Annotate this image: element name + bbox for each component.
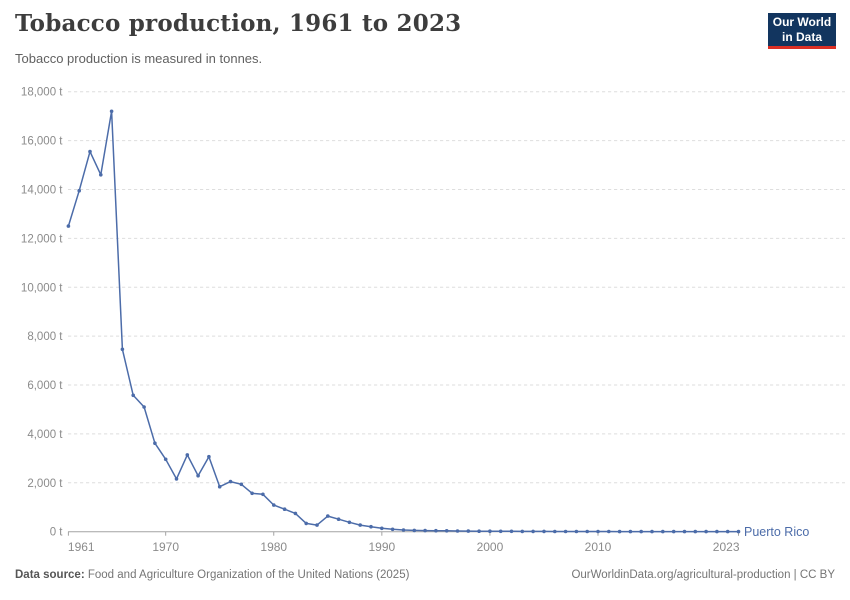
data-points[interactable] [66, 109, 741, 534]
data-point[interactable] [153, 441, 157, 446]
data-point[interactable] [671, 529, 676, 534]
chart-title: Tobacco production, 1961 to 2023 [15, 10, 462, 37]
data-point[interactable] [693, 529, 698, 534]
y-tick-label: 16,000 t [21, 136, 63, 148]
data-point[interactable] [423, 528, 427, 533]
credit-line: OurWorldinData.org/agricultural-producti… [571, 569, 835, 581]
data-point[interactable] [444, 529, 449, 533]
data-point[interactable] [196, 473, 200, 478]
data-point[interactable] [99, 173, 103, 177]
data-point[interactable] [207, 454, 211, 459]
y-tick-label: 8,000 t [27, 331, 63, 343]
chart-subtitle: Tobacco production is measured in tonnes… [15, 51, 263, 66]
data-source: Data source: Food and Agriculture Organi… [15, 569, 409, 581]
owid-logo: Our World in Data [768, 13, 836, 49]
x-tick-label: 1990 [368, 540, 395, 554]
data-point[interactable] [390, 527, 395, 532]
y-tick-label: 14,000 t [21, 184, 63, 196]
entity-label-text[interactable]: Puerto Rico [744, 525, 809, 539]
data-point[interactable] [661, 529, 665, 534]
data-point[interactable] [477, 529, 481, 533]
data-point[interactable] [488, 529, 492, 533]
data-point[interactable] [596, 529, 600, 534]
y-tick-label: 2,000 t [27, 478, 63, 490]
y-tick-label: 12,000 t [21, 233, 63, 245]
data-point[interactable] [585, 529, 589, 534]
data-point[interactable] [466, 529, 471, 533]
data-point[interactable] [553, 529, 557, 534]
data-point[interactable] [131, 393, 135, 398]
data-point[interactable] [109, 109, 114, 114]
data-point[interactable] [725, 529, 730, 534]
data-point[interactable] [88, 149, 92, 154]
data-point[interactable] [715, 529, 719, 534]
data-point[interactable] [142, 405, 146, 409]
x-tick-label: 1961 [68, 540, 95, 554]
data-point[interactable] [239, 482, 244, 487]
data-point[interactable] [682, 529, 687, 534]
data-point[interactable] [607, 529, 611, 534]
y-gridlines [68, 91, 845, 484]
data-point[interactable] [77, 188, 81, 193]
y-tick-label: 6,000 t [27, 380, 63, 392]
x-axis-labels: 1961 1970 1980 1990 2000 2010 2023 [68, 540, 740, 554]
x-tick-label: 1970 [152, 540, 179, 554]
data-point[interactable] [66, 224, 71, 228]
data-point[interactable] [174, 477, 179, 481]
data-point[interactable] [272, 503, 276, 507]
data-point[interactable] [185, 453, 190, 457]
owid-logo-line2: in Data [781, 29, 822, 44]
data-point[interactable] [704, 529, 708, 534]
data-point[interactable] [369, 524, 373, 529]
x-tick-label: 2010 [585, 540, 612, 554]
data-point[interactable] [163, 457, 168, 462]
data-point[interactable] [336, 517, 341, 521]
data-point[interactable] [228, 479, 233, 484]
data-point[interactable] [293, 511, 298, 516]
data-point[interactable] [509, 529, 514, 534]
data-point[interactable] [563, 529, 568, 534]
data-point[interactable] [736, 529, 741, 534]
data-point[interactable] [412, 528, 417, 533]
y-tick-label: 18,000 t [21, 87, 63, 99]
data-point[interactable] [455, 529, 460, 533]
x-tick-label: 1980 [260, 540, 287, 554]
data-point[interactable] [628, 529, 633, 534]
data-point[interactable] [401, 528, 406, 532]
data-point[interactable] [261, 492, 265, 497]
data-point[interactable] [639, 529, 643, 534]
data-point[interactable] [380, 526, 384, 531]
data-point[interactable] [120, 347, 125, 352]
data-point[interactable] [617, 529, 622, 534]
data-point[interactable] [574, 529, 579, 534]
y-tick-label: 4,000 t [27, 429, 63, 441]
y-axis-labels: 0 t 2,000 t 4,000 t 6,000 t 8,000 t 10,000 t 1… [21, 87, 63, 539]
data-point[interactable] [282, 507, 287, 512]
data-point[interactable] [498, 529, 503, 534]
data-point[interactable] [326, 514, 330, 518]
entity-label[interactable]: Puerto Rico [744, 525, 809, 539]
data-point[interactable] [250, 491, 254, 496]
data-source-text: Food and Agriculture Organization of the… [84, 569, 410, 581]
data-point[interactable] [520, 529, 525, 534]
data-point[interactable] [304, 521, 309, 526]
owid-logo-line1: Our World [772, 14, 832, 29]
y-tick-label: 10,000 t [21, 282, 63, 294]
data-point[interactable] [531, 529, 535, 534]
chart-footer: Data source: Food and Agriculture Organi… [15, 569, 835, 581]
y-tick-label: 0 t [50, 527, 64, 539]
data-point[interactable] [542, 529, 546, 534]
x-tick-label: 2023 [713, 540, 740, 554]
data-point[interactable] [217, 484, 222, 489]
data-point[interactable] [434, 528, 438, 533]
data-line[interactable] [67, 110, 739, 533]
data-point[interactable] [315, 523, 319, 527]
data-point[interactable] [347, 520, 352, 525]
data-source-label: Data source: [15, 569, 85, 581]
x-tick-label: 2000 [477, 540, 504, 554]
data-point[interactable] [650, 529, 654, 534]
data-point[interactable] [358, 523, 363, 527]
